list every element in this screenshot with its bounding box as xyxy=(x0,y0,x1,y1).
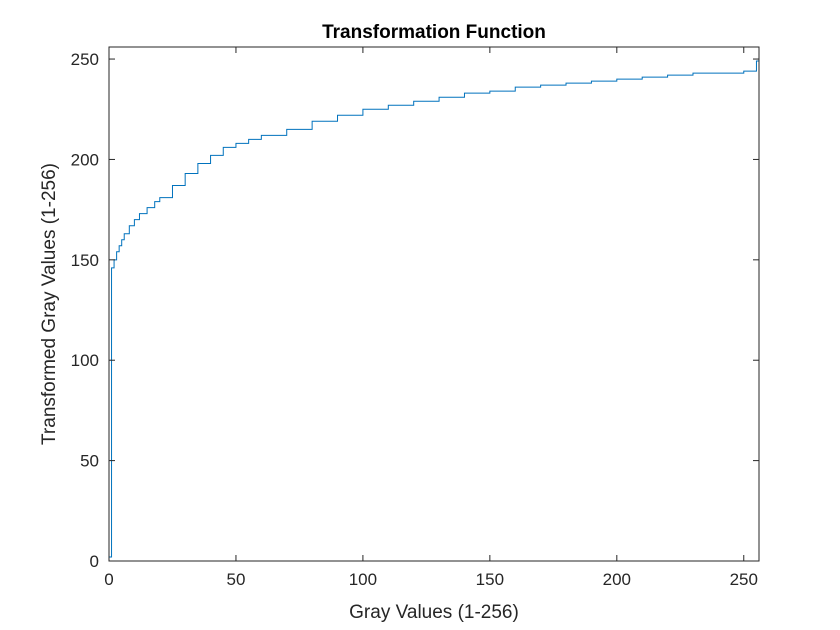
x-axis-label: Gray Values (1-256) xyxy=(349,602,519,623)
y-tick-label: 250 xyxy=(71,50,99,69)
x-tick-label: 100 xyxy=(349,570,377,589)
y-tick-label: 150 xyxy=(71,251,99,270)
y-tick-label: 200 xyxy=(71,150,99,169)
x-tick-label: 50 xyxy=(226,570,245,589)
curve-layer xyxy=(109,47,760,558)
x-tick-label: 150 xyxy=(476,570,504,589)
x-tick-label: 250 xyxy=(730,570,758,589)
x-tick-label: 0 xyxy=(104,570,113,589)
tick-layer: 0 50 100 150 200 250 0 50 100 150 200 250 xyxy=(71,47,759,589)
y-tick-label: 0 xyxy=(90,552,99,571)
y-axis-label: Transformed Gray Values (1-256) xyxy=(39,163,60,445)
series-line-0 xyxy=(109,47,760,558)
y-tick-label: 100 xyxy=(71,351,99,370)
y-tick-label: 50 xyxy=(80,452,99,471)
chart-title: Transformation Function xyxy=(322,22,546,43)
axes-box xyxy=(108,46,760,562)
axes-background xyxy=(109,47,759,561)
x-tick-label: 200 xyxy=(603,570,631,589)
